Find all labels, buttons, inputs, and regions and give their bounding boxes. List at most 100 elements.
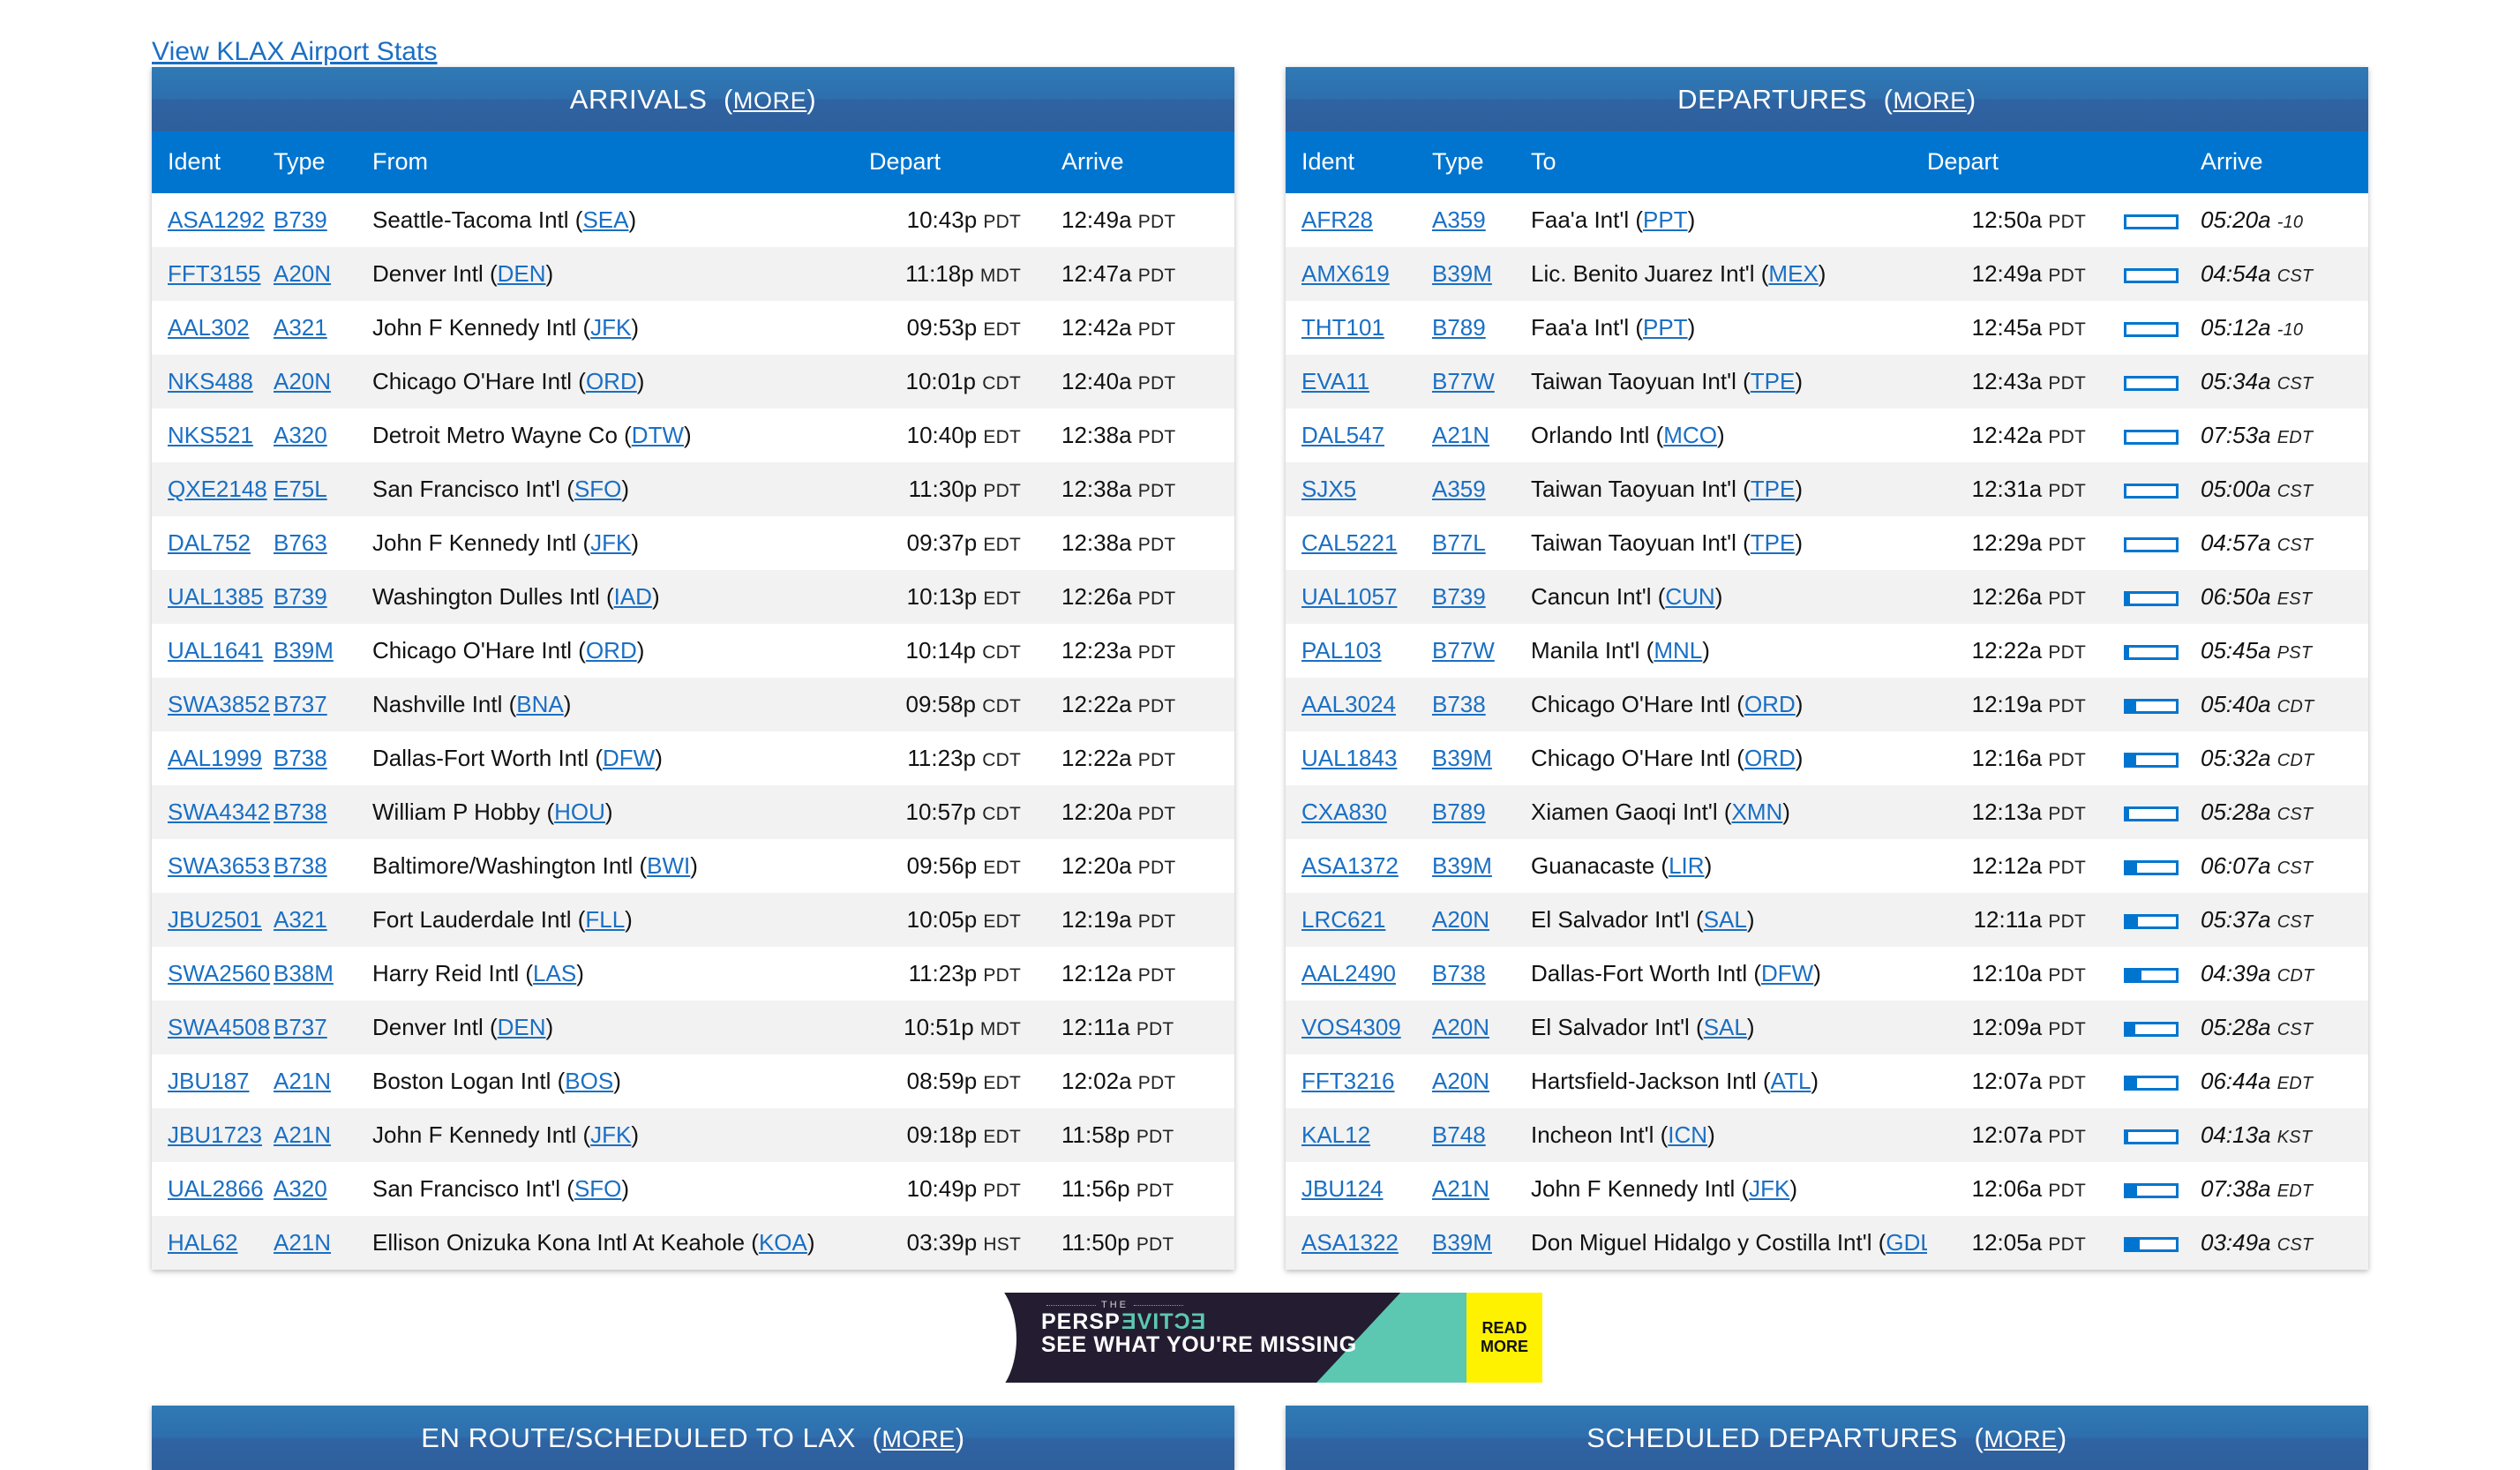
flight-ident-link[interactable]: JBU187 — [168, 1068, 250, 1094]
origin-airport-link[interactable]: DTW — [631, 422, 684, 448]
aircraft-type-link[interactable]: B77W — [1432, 637, 1495, 664]
flight-ident-link[interactable]: ASA1322 — [1301, 1229, 1399, 1256]
flight-ident-link[interactable]: UAL1385 — [168, 583, 264, 610]
aircraft-type-link[interactable]: A20N — [1432, 906, 1490, 933]
aircraft-type-link[interactable]: A20N — [274, 368, 332, 394]
aircraft-type-link[interactable]: B39M — [274, 637, 334, 664]
destination-airport-link[interactable]: MEX — [1768, 260, 1819, 287]
aircraft-type-link[interactable]: B789 — [1432, 314, 1486, 341]
aircraft-type-link[interactable]: A21N — [1432, 1175, 1490, 1202]
origin-airport-link[interactable]: BOS — [565, 1068, 614, 1094]
aircraft-type-link[interactable]: B738 — [274, 745, 327, 771]
aircraft-type-link[interactable]: B738 — [274, 799, 327, 825]
scheduled-departures-more-link[interactable]: MORE — [1984, 1426, 2058, 1452]
origin-airport-link[interactable]: IAD — [613, 583, 652, 610]
flight-ident-link[interactable]: UAL1843 — [1301, 745, 1398, 771]
origin-airport-link[interactable]: KOA — [758, 1229, 807, 1256]
destination-airport-link[interactable]: SAL — [1703, 906, 1747, 933]
flight-ident-link[interactable]: SWA3653 — [168, 852, 271, 879]
destination-airport-link[interactable]: ATL — [1770, 1068, 1811, 1094]
aircraft-type-link[interactable]: B737 — [274, 691, 327, 717]
aircraft-type-link[interactable]: A321 — [274, 906, 327, 933]
enroute-more-link[interactable]: MORE — [881, 1426, 956, 1452]
flight-ident-link[interactable]: CXA830 — [1301, 799, 1387, 825]
aircraft-type-link[interactable]: B39M — [1432, 1229, 1492, 1256]
aircraft-type-link[interactable]: A21N — [274, 1121, 332, 1148]
aircraft-type-link[interactable]: A20N — [1432, 1068, 1490, 1094]
flight-ident-link[interactable]: UAL1057 — [1301, 583, 1398, 610]
aircraft-type-link[interactable]: B789 — [1432, 799, 1486, 825]
destination-airport-link[interactable]: PPT — [1642, 314, 1688, 341]
aircraft-type-link[interactable]: B77L — [1432, 529, 1486, 556]
departures-more-link[interactable]: MORE — [1893, 87, 1967, 114]
flight-ident-link[interactable]: NKS488 — [168, 368, 253, 394]
aircraft-type-link[interactable]: A320 — [274, 422, 327, 448]
aircraft-type-link[interactable]: A20N — [1432, 1014, 1490, 1040]
origin-airport-link[interactable]: DFW — [603, 745, 656, 771]
flight-ident-link[interactable]: HAL62 — [168, 1229, 238, 1256]
origin-airport-link[interactable]: DEN — [497, 1014, 546, 1040]
aircraft-type-link[interactable]: B39M — [1432, 260, 1492, 287]
origin-airport-link[interactable]: JFK — [590, 529, 632, 556]
destination-airport-link[interactable]: GDL — [1886, 1229, 1927, 1256]
ad-read-more-button[interactable]: READ MORE — [1466, 1293, 1542, 1383]
aircraft-type-link[interactable]: A320 — [274, 1175, 327, 1202]
flight-ident-link[interactable]: UAL1641 — [168, 637, 264, 664]
aircraft-type-link[interactable]: A359 — [1432, 476, 1486, 502]
destination-airport-link[interactable]: ORD — [1744, 691, 1796, 717]
origin-airport-link[interactable]: FLL — [585, 906, 626, 933]
flight-ident-link[interactable]: AAL1999 — [168, 745, 262, 771]
aircraft-type-link[interactable]: A359 — [1432, 206, 1486, 233]
flight-ident-link[interactable]: AAL3024 — [1301, 691, 1396, 717]
origin-airport-link[interactable]: JFK — [590, 1121, 632, 1148]
flight-ident-link[interactable]: AAL2490 — [1301, 960, 1396, 986]
destination-airport-link[interactable]: DFW — [1761, 960, 1814, 986]
flight-ident-link[interactable]: THT101 — [1301, 314, 1384, 341]
flight-ident-link[interactable]: NKS521 — [168, 422, 253, 448]
flight-ident-link[interactable]: PAL103 — [1301, 637, 1382, 664]
destination-airport-link[interactable]: XMN — [1731, 799, 1783, 825]
flight-ident-link[interactable]: UAL2866 — [168, 1175, 264, 1202]
arrivals-more-link[interactable]: MORE — [732, 87, 807, 114]
flight-ident-link[interactable]: JBU2501 — [168, 906, 262, 933]
destination-airport-link[interactable]: PPT — [1642, 206, 1688, 233]
flight-ident-link[interactable]: AFR28 — [1301, 206, 1373, 233]
flight-ident-link[interactable]: SWA3852 — [168, 691, 271, 717]
flight-ident-link[interactable]: JBU1723 — [168, 1121, 262, 1148]
flight-ident-link[interactable]: CAL5221 — [1301, 529, 1398, 556]
origin-airport-link[interactable]: ORD — [585, 368, 637, 394]
aircraft-type-link[interactable]: B738 — [1432, 960, 1486, 986]
destination-airport-link[interactable]: ORD — [1744, 745, 1796, 771]
aircraft-type-link[interactable]: B39M — [1432, 852, 1492, 879]
origin-airport-link[interactable]: DEN — [497, 260, 546, 287]
aircraft-type-link[interactable]: B739 — [274, 206, 327, 233]
flight-ident-link[interactable]: KAL12 — [1301, 1121, 1371, 1148]
aircraft-type-link[interactable]: B739 — [1432, 583, 1486, 610]
flight-ident-link[interactable]: EVA11 — [1301, 368, 1370, 394]
aircraft-type-link[interactable]: A20N — [274, 260, 332, 287]
origin-airport-link[interactable]: SEA — [582, 206, 629, 233]
flight-ident-link[interactable]: SJX5 — [1301, 476, 1357, 502]
origin-airport-link[interactable]: BWI — [647, 852, 691, 879]
origin-airport-link[interactable]: LAS — [533, 960, 577, 986]
origin-airport-link[interactable]: SFO — [574, 476, 622, 502]
flight-ident-link[interactable]: VOS4309 — [1301, 1014, 1401, 1040]
destination-airport-link[interactable]: TPE — [1750, 529, 1796, 556]
destination-airport-link[interactable]: SAL — [1703, 1014, 1747, 1040]
flight-ident-link[interactable]: FFT3155 — [168, 260, 261, 287]
origin-airport-link[interactable]: HOU — [554, 799, 605, 825]
flight-ident-link[interactable]: LRC621 — [1301, 906, 1386, 933]
aircraft-type-link[interactable]: B748 — [1432, 1121, 1486, 1148]
aircraft-type-link[interactable]: B38M — [274, 960, 334, 986]
flight-ident-link[interactable]: AAL302 — [168, 314, 250, 341]
flight-ident-link[interactable]: SWA2560 — [168, 960, 271, 986]
flight-ident-link[interactable]: FFT3216 — [1301, 1068, 1395, 1094]
flight-ident-link[interactable]: ASA1292 — [168, 206, 265, 233]
aircraft-type-link[interactable]: B738 — [274, 852, 327, 879]
aircraft-type-link[interactable]: B737 — [274, 1014, 327, 1040]
flight-ident-link[interactable]: QXE2148 — [168, 476, 267, 502]
flight-ident-link[interactable]: DAL752 — [168, 529, 251, 556]
flight-ident-link[interactable]: SWA4508 — [168, 1014, 271, 1040]
destination-airport-link[interactable]: ICN — [1668, 1121, 1708, 1148]
aircraft-type-link[interactable]: A21N — [274, 1229, 332, 1256]
